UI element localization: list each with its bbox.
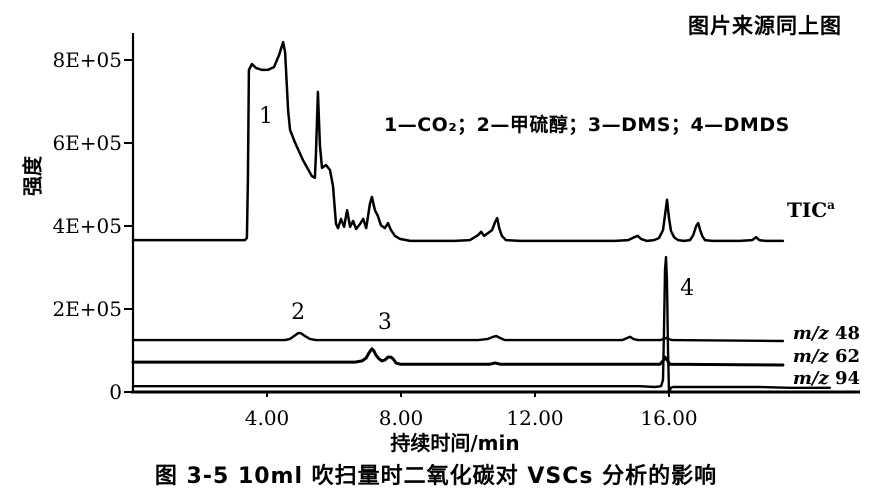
x-tick-label: 8.00 (379, 406, 424, 430)
trace-label-tic: TICa (787, 198, 835, 222)
trace-label-mz62: m/z 62 (793, 346, 860, 367)
y-tick-label: 8E+05 (52, 48, 122, 72)
x-tick-label: 4.00 (245, 406, 290, 430)
peak-label-1: 1 (259, 104, 273, 129)
mz62-prefix: m/z (792, 346, 829, 367)
tic-text: TIC (787, 198, 828, 222)
peak-label-3: 3 (378, 310, 392, 335)
mz48-prefix: m/z (792, 323, 829, 344)
peak-label-2: 2 (291, 300, 305, 325)
y-tick-label: 0 (109, 380, 122, 404)
x-tick-label: 12.00 (506, 406, 563, 430)
y-tick-label: 4E+05 (52, 214, 122, 238)
x-axis-title: 持续时间/min (390, 431, 520, 455)
trace-label-mz94: m/z 94 (793, 368, 860, 389)
trace-mz62 (131, 347, 785, 367)
y-axis-title: 强度 (20, 156, 45, 196)
trace-mz94 (131, 255, 831, 394)
mz94-prefix: m/z (792, 368, 829, 389)
y-tick-label: 2E+05 (52, 297, 122, 321)
peak-legend: 1—CO₂；2—甲硫醇；3—DMS；4—DMDS (384, 114, 790, 136)
trace-tic (131, 40, 785, 243)
figure-caption: 图 3-5 10ml 吹扫量时二氧化碳对 VSCs 分析的影响 (154, 464, 718, 489)
trace-mz48 (131, 331, 785, 343)
x-tick-label: 16.00 (640, 406, 697, 430)
y-tick-label: 6E+05 (52, 131, 122, 155)
source-note: 图片来源同上图 (688, 14, 842, 38)
mz94-value: 94 (834, 368, 860, 389)
trace-label-mz48: m/z 48 (793, 323, 860, 344)
peak-label-4: 4 (680, 276, 694, 301)
mz48-value: 48 (834, 323, 860, 344)
mz62-value: 62 (834, 346, 860, 367)
tic-superscript: a (827, 198, 835, 212)
